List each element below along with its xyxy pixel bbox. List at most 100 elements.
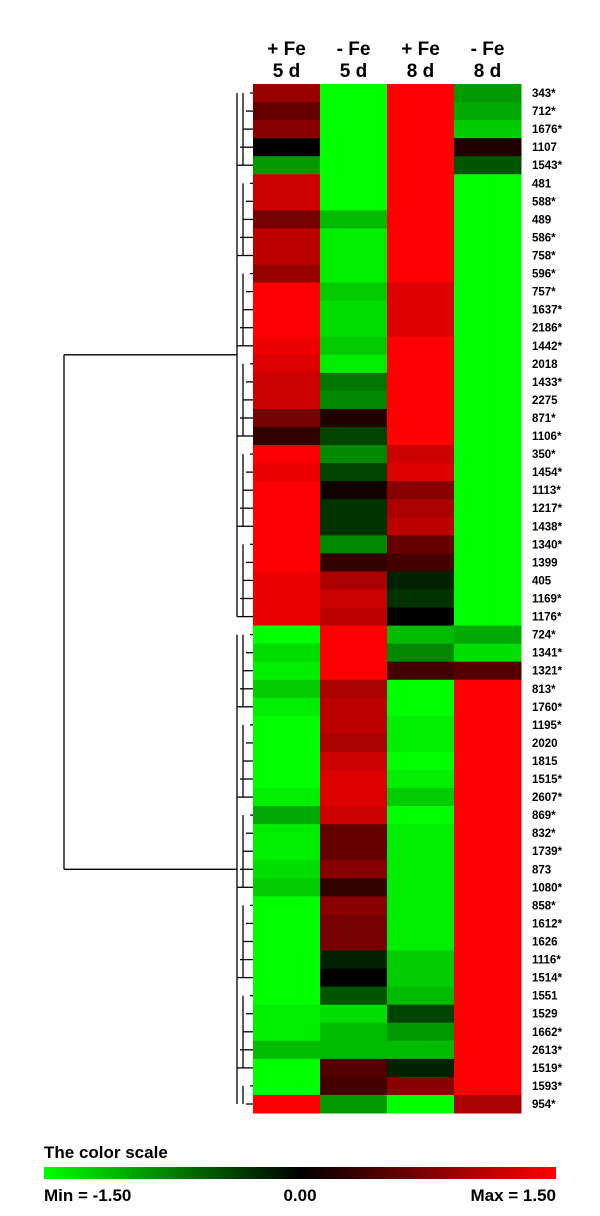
heatmap-cell <box>387 932 455 952</box>
heatmap-cell <box>387 228 455 247</box>
heatmap-cell <box>454 968 522 988</box>
heatmap-cell <box>454 102 522 121</box>
heatmap-cell <box>253 138 321 157</box>
heatmap-cell <box>253 842 321 861</box>
heatmap-cell <box>253 246 321 266</box>
row-label: 758* <box>532 251 556 263</box>
row-label: 724* <box>532 630 556 642</box>
heatmap-cell <box>253 914 321 933</box>
heatmap-cell <box>320 1022 388 1042</box>
heatmap-cell <box>320 192 388 211</box>
row-label: 1739* <box>532 846 563 858</box>
heatmap-cell <box>387 535 455 554</box>
row-label: 1442* <box>532 341 563 353</box>
column-header-4-day: 8 d <box>474 61 501 82</box>
heatmap-cell <box>253 84 321 103</box>
heatmap-cell <box>454 1058 522 1078</box>
heatmap-cell <box>253 571 321 590</box>
heatmap-cell <box>320 354 388 374</box>
row-label: 1662* <box>532 1027 563 1039</box>
heatmap-cell <box>454 770 522 789</box>
row-label: 873 <box>532 864 551 876</box>
heatmap-cell <box>454 120 522 139</box>
heatmap-cell <box>253 697 321 717</box>
heatmap-cell <box>320 102 388 121</box>
heatmap-cell <box>253 427 321 446</box>
heatmap-cell <box>454 824 522 843</box>
heatmap-cell <box>387 878 455 897</box>
heatmap-cell <box>253 174 321 193</box>
color-scale-bar <box>44 1167 556 1179</box>
heatmap-cell <box>387 84 455 103</box>
heatmap-cell <box>387 589 455 609</box>
heatmap-cell <box>454 499 522 518</box>
row-label: 1116* <box>532 955 561 967</box>
heatmap-cell <box>387 138 455 157</box>
row-label: 1217* <box>532 503 563 515</box>
heatmap-cell <box>454 138 522 157</box>
heatmap-cell <box>253 788 321 807</box>
heatmap-cell <box>387 643 455 663</box>
heatmap-cell <box>253 1094 321 1114</box>
heatmap-cell <box>320 733 388 753</box>
heatmap-cell <box>454 679 522 699</box>
heatmap-cell <box>387 715 455 735</box>
row-label: 1107 <box>532 142 557 154</box>
heatmap-cell <box>387 300 455 320</box>
heatmap-cell <box>387 246 455 266</box>
row-label: 1515* <box>532 774 563 786</box>
heatmap-cell <box>454 84 522 103</box>
row-label: 2607* <box>532 792 563 804</box>
heatmap-cell <box>454 950 522 970</box>
heatmap-cell <box>320 138 388 157</box>
heatmap-cell <box>320 372 388 392</box>
row-label: 1593* <box>532 1081 563 1093</box>
row-label: 757* <box>532 287 556 299</box>
heatmap-cell <box>387 914 455 933</box>
dendrogram <box>63 92 253 1105</box>
row-label: 858* <box>532 900 556 912</box>
heatmap-cell <box>387 571 455 590</box>
heatmap-cell <box>320 282 388 302</box>
heatmap-cell <box>320 120 388 139</box>
heatmap-cell <box>387 607 455 627</box>
heatmap-cell <box>253 625 321 645</box>
column-headers: + Fe5 d- Fe5 d+ Fe8 d- Fe8 d <box>267 39 504 82</box>
row-label: 1543* <box>532 160 563 172</box>
heatmap-cell <box>320 84 388 103</box>
heatmap-cell <box>253 932 321 952</box>
heatmap-cell <box>387 1094 455 1114</box>
heatmap-cell <box>320 300 388 320</box>
heatmap-cell <box>253 770 321 789</box>
heatmap-cell <box>320 697 388 717</box>
heatmap-cell <box>454 408 522 428</box>
heatmap-cell <box>320 842 388 861</box>
row-label: 1454* <box>532 467 563 479</box>
heatmap-cell <box>253 156 321 175</box>
row-label: 1169* <box>532 594 562 606</box>
heatmap-cell <box>454 896 522 915</box>
heatmap-cell <box>320 481 388 500</box>
heatmap-cell <box>387 210 455 229</box>
heatmap-cell <box>320 625 388 645</box>
heatmap-cell <box>454 372 522 392</box>
color-scale-max-label: Max = 1.50 <box>470 1186 556 1205</box>
heatmap-cell <box>320 336 388 356</box>
heatmap-cell <box>454 878 522 897</box>
heatmap-cell <box>454 300 522 320</box>
heatmap-cells <box>253 84 522 1114</box>
heatmap-cell <box>253 1058 321 1078</box>
heatmap-cell <box>253 535 321 554</box>
heatmap-cell <box>320 679 388 699</box>
heatmap-cell <box>387 697 455 717</box>
heatmap-cell <box>320 1076 388 1096</box>
heatmap-cell <box>454 806 522 825</box>
heatmap-cell <box>320 986 388 1006</box>
heatmap-cell <box>454 427 522 446</box>
heatmap-cell <box>454 661 522 681</box>
heatmap-cell <box>454 589 522 609</box>
heatmap-cell <box>320 499 388 518</box>
heatmap-cell <box>387 499 455 518</box>
row-label: 2613* <box>532 1045 563 1057</box>
